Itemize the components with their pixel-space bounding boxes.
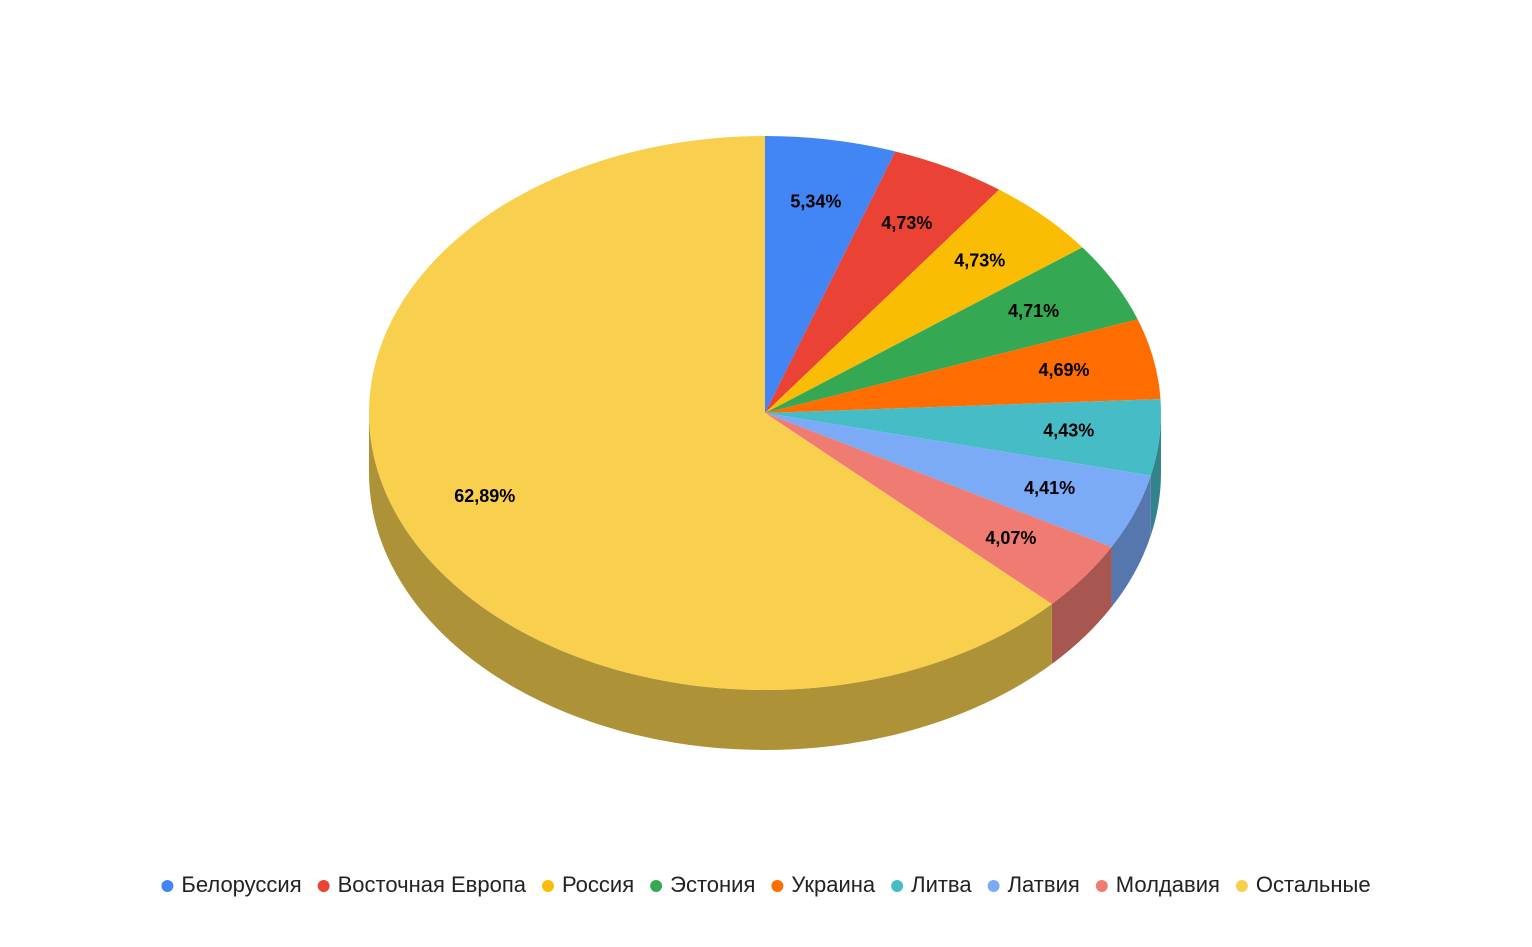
- legend-label: Молдавия: [1116, 872, 1220, 897]
- value-label: 4,71%: [1008, 301, 1059, 321]
- legend-label: Белоруссия: [181, 872, 301, 897]
- value-label: 4,69%: [1038, 360, 1089, 380]
- legend-marker: [541, 880, 554, 892]
- legend-label: Восточная Европа: [338, 872, 527, 897]
- slice: [765, 189, 1083, 413]
- slice-side: [369, 413, 1052, 751]
- slice: [369, 136, 1052, 690]
- value-label: 62,89%: [454, 486, 515, 506]
- legend-label: Эстония: [670, 872, 755, 897]
- slice: [765, 413, 1151, 548]
- legend-marker: [1095, 880, 1108, 892]
- slice: [765, 151, 1000, 413]
- slice: [765, 399, 1161, 476]
- value-label: 4,41%: [1024, 478, 1075, 498]
- legend-label: Россия: [562, 872, 634, 897]
- legend-marker: [1235, 880, 1248, 892]
- slice: [765, 413, 1112, 605]
- legend-marker: [161, 880, 174, 892]
- legend-marker: [891, 880, 904, 892]
- slice-side: [1150, 413, 1162, 536]
- legend-label: Украина: [791, 872, 876, 897]
- slice: [765, 319, 1161, 413]
- value-label: 4,07%: [985, 528, 1036, 548]
- slice-side: [1051, 547, 1112, 665]
- value-label: 4,43%: [1043, 421, 1094, 441]
- legend-marker: [771, 880, 784, 892]
- legend-label: Литва: [911, 872, 972, 897]
- legend-marker: [650, 880, 663, 892]
- slice: [765, 136, 896, 413]
- legend-label: Латвия: [1008, 872, 1080, 897]
- value-label: 5,34%: [790, 191, 841, 211]
- value-label: 4,73%: [881, 213, 932, 233]
- legend-marker: [317, 880, 330, 892]
- slice-side: [1111, 475, 1151, 608]
- slice: [765, 247, 1138, 413]
- legend: Белоруссия Восточная Европа Россия Эстония У…: [161, 872, 1371, 897]
- value-label: 4,73%: [954, 250, 1005, 270]
- legend-marker: [987, 880, 1000, 892]
- legend-label: Остальные: [1256, 872, 1371, 897]
